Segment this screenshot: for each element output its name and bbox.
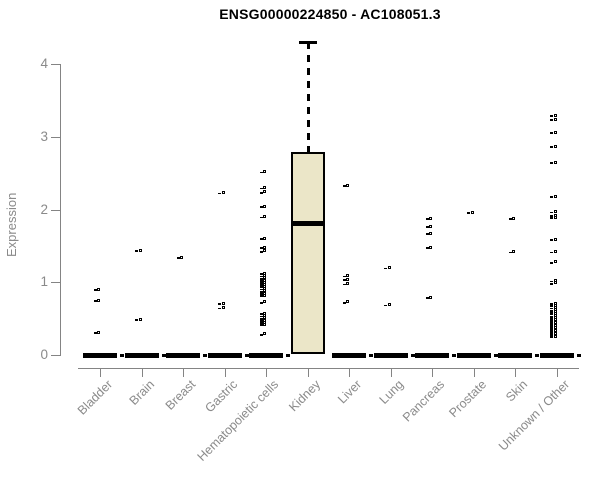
y-tick-label: 1 bbox=[40, 274, 48, 290]
outlier-point bbox=[218, 191, 225, 195]
collapsed-box-bar bbox=[539, 353, 581, 358]
outlier-point bbox=[508, 216, 515, 220]
collapsed-box-bar bbox=[166, 353, 207, 358]
outlier-point bbox=[342, 282, 349, 286]
collapsed-box-bar bbox=[415, 353, 456, 358]
outlier-point bbox=[425, 245, 432, 249]
y-tick bbox=[51, 209, 60, 211]
outlier-point bbox=[342, 183, 349, 188]
x-tick bbox=[307, 368, 309, 377]
outlier-point bbox=[218, 301, 225, 305]
outlier-point bbox=[508, 250, 515, 254]
outlier-point bbox=[259, 205, 266, 209]
y-tick bbox=[51, 64, 60, 65]
outlier-point bbox=[259, 190, 266, 194]
outlier-point bbox=[342, 300, 349, 304]
outlier-point bbox=[425, 224, 432, 228]
y-tick-label: 4 bbox=[40, 56, 48, 71]
outlier-point bbox=[259, 332, 266, 336]
outlier-point bbox=[93, 287, 100, 292]
outlier-point bbox=[425, 216, 432, 220]
outlier-point bbox=[550, 144, 557, 148]
whisker-line bbox=[306, 42, 310, 153]
collapsed-box-bar bbox=[456, 353, 498, 358]
outlier-point bbox=[259, 245, 266, 249]
x-tick bbox=[266, 368, 267, 377]
x-tick bbox=[183, 368, 184, 377]
collapsed-box-bar bbox=[498, 353, 539, 358]
outlier-point bbox=[259, 170, 266, 174]
x-axis-line bbox=[78, 368, 579, 369]
y-tick bbox=[51, 136, 60, 138]
outlier-point bbox=[259, 293, 266, 297]
collapsed-box-bar bbox=[332, 353, 373, 358]
x-tick bbox=[432, 368, 433, 377]
outlier-point bbox=[550, 130, 557, 135]
outlier-point bbox=[425, 231, 432, 236]
x-tick bbox=[515, 368, 516, 377]
outlier-point bbox=[342, 274, 349, 278]
collapsed-box-bar bbox=[373, 353, 415, 358]
outlier-point bbox=[550, 250, 557, 254]
outlier-point bbox=[259, 322, 266, 327]
x-tick bbox=[390, 368, 392, 377]
outlier-point bbox=[342, 277, 349, 281]
outlier-point bbox=[259, 186, 266, 190]
outlier-point bbox=[550, 194, 557, 199]
outlier-point bbox=[384, 303, 391, 307]
outlier-point bbox=[550, 114, 557, 118]
y-tick-label: 3 bbox=[40, 128, 48, 144]
outlier-point bbox=[176, 255, 183, 260]
outlier-point bbox=[550, 117, 557, 121]
y-tick bbox=[51, 282, 60, 284]
outlier-point bbox=[550, 260, 557, 264]
outlier-point bbox=[259, 215, 266, 219]
x-tick bbox=[100, 368, 101, 377]
y-tick bbox=[51, 355, 60, 356]
median-line bbox=[290, 221, 325, 227]
outlier-point bbox=[550, 215, 557, 220]
outlier-point bbox=[425, 295, 432, 300]
outlier-point bbox=[93, 330, 100, 335]
y-tick-label: 2 bbox=[40, 201, 48, 217]
box bbox=[290, 152, 325, 354]
x-tick bbox=[224, 368, 226, 377]
outlier-point bbox=[550, 281, 557, 285]
x-tick bbox=[556, 368, 558, 377]
collapsed-box-bar bbox=[207, 353, 249, 358]
chart-title: ENSG00000224850 - AC108051.3 bbox=[219, 6, 441, 22]
outlier-point bbox=[259, 300, 266, 304]
outlier-point bbox=[384, 266, 391, 270]
collapsed-box-bar bbox=[124, 353, 166, 358]
outlier-point bbox=[550, 335, 557, 339]
outlier-point bbox=[550, 210, 557, 214]
outlier-point bbox=[550, 237, 557, 241]
y-tick-label: 0 bbox=[40, 347, 48, 362]
collapsed-box-bar bbox=[249, 353, 290, 358]
outlier-point bbox=[259, 249, 266, 253]
collapsed-box-bar bbox=[83, 353, 124, 358]
x-tick bbox=[473, 368, 475, 377]
outlier-point bbox=[550, 160, 557, 164]
x-tick bbox=[349, 368, 350, 377]
whisker-cap bbox=[298, 41, 317, 45]
outlier-point bbox=[135, 248, 142, 252]
outlier-point bbox=[93, 298, 100, 303]
outlier-point bbox=[467, 210, 474, 215]
outlier-point bbox=[218, 306, 225, 310]
outlier-point bbox=[259, 237, 266, 241]
x-tick bbox=[141, 368, 143, 377]
y-axis-line bbox=[60, 64, 61, 356]
outlier-point bbox=[135, 317, 142, 321]
